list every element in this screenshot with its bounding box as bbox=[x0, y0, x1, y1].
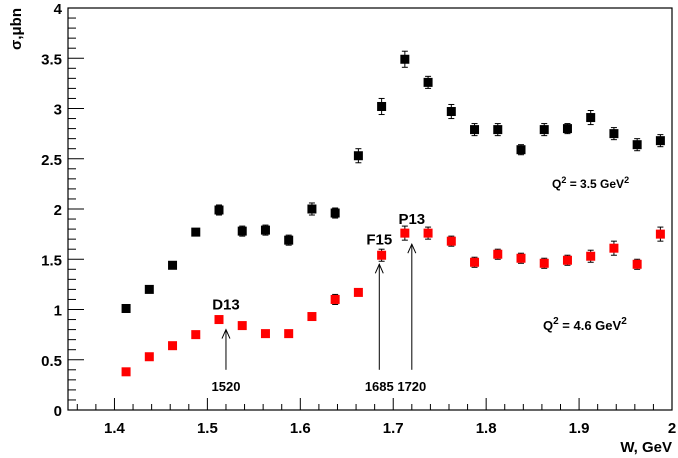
resonance-mass-label: 1685 bbox=[365, 379, 394, 394]
series-1 bbox=[121, 225, 665, 377]
y-tick-label: 1 bbox=[54, 303, 62, 320]
data-point bbox=[377, 101, 387, 111]
data-point bbox=[562, 124, 572, 134]
resonance-label: D13 bbox=[212, 297, 240, 314]
data-point bbox=[423, 228, 433, 238]
data-point bbox=[214, 205, 224, 215]
y-tick-label: 0.5 bbox=[41, 353, 62, 370]
data-point bbox=[214, 315, 224, 325]
data-point bbox=[353, 287, 363, 297]
data-point bbox=[539, 125, 549, 135]
data-point bbox=[307, 204, 317, 214]
y-tick-label: 4 bbox=[54, 1, 63, 18]
data-point bbox=[353, 151, 363, 161]
legend-black-exp: 2 bbox=[561, 175, 566, 185]
data-point bbox=[493, 125, 503, 135]
data-point bbox=[632, 140, 642, 150]
legend-label-red: Q2 = 4.6 GeV2 bbox=[543, 316, 627, 333]
x-tick-label: 1.6 bbox=[290, 420, 311, 437]
data-point bbox=[168, 341, 178, 351]
data-point bbox=[609, 243, 619, 253]
y-axis-title: σ,μbn bbox=[8, 8, 25, 50]
x-tick-label: 1.9 bbox=[569, 420, 590, 437]
data-point bbox=[377, 250, 387, 260]
data-point bbox=[237, 321, 247, 331]
data-point bbox=[400, 54, 410, 64]
arrow-head bbox=[374, 263, 384, 274]
data-point bbox=[586, 113, 596, 123]
arrow-head bbox=[221, 328, 231, 339]
legend-red-mid: = 4.6 GeV bbox=[559, 318, 622, 333]
data-point bbox=[284, 235, 294, 245]
y-tick-label: 1.5 bbox=[41, 252, 62, 269]
data-point bbox=[516, 253, 526, 263]
resonance-label: F15 bbox=[366, 231, 392, 248]
data-point bbox=[260, 225, 270, 235]
data-point bbox=[493, 249, 503, 259]
data-point bbox=[191, 330, 201, 340]
arrow-head bbox=[407, 242, 417, 254]
data-point bbox=[539, 258, 549, 268]
data-point bbox=[446, 107, 456, 117]
data-point bbox=[632, 259, 642, 269]
data-point bbox=[237, 226, 247, 236]
legend-red-unit-exp: 2 bbox=[621, 316, 627, 327]
x-tick-label: 1.5 bbox=[197, 420, 218, 437]
legend-black-unit-exp: 2 bbox=[624, 175, 629, 185]
x-tick-label: 1.4 bbox=[104, 420, 126, 437]
data-point bbox=[609, 129, 619, 139]
data-point bbox=[260, 329, 270, 339]
data-point bbox=[586, 251, 596, 261]
resonance-mass-label: 1520 bbox=[212, 379, 241, 394]
data-point bbox=[307, 312, 317, 322]
y-tick-label: 2.5 bbox=[41, 152, 62, 169]
data-point bbox=[446, 236, 456, 246]
data-point bbox=[516, 145, 526, 155]
plot-frame bbox=[67, 7, 673, 411]
x-tick-label: 2 bbox=[668, 420, 676, 437]
legend-black-base: Q bbox=[552, 177, 561, 191]
data-point bbox=[121, 303, 131, 313]
data-point bbox=[191, 227, 201, 237]
y-tick-label: 3 bbox=[54, 102, 62, 119]
data-point bbox=[562, 255, 572, 265]
plot-frame-layer bbox=[67, 7, 673, 411]
data-point bbox=[423, 77, 433, 87]
x-tick-label: 1.8 bbox=[476, 420, 497, 437]
series-layer bbox=[121, 50, 665, 377]
series-0 bbox=[121, 50, 665, 313]
y-tick-label: 2 bbox=[54, 202, 62, 219]
data-point bbox=[330, 294, 340, 304]
data-point bbox=[144, 352, 154, 362]
x-tick-label: 1.7 bbox=[383, 420, 404, 437]
data-point bbox=[168, 260, 178, 270]
y-tick-label: 3.5 bbox=[41, 51, 62, 68]
data-point bbox=[470, 125, 480, 135]
data-point bbox=[144, 284, 154, 294]
y-tick-label: 0 bbox=[54, 403, 62, 420]
legend-label-black: Q2 = 3.5 GeV2 bbox=[552, 175, 629, 191]
data-point bbox=[121, 367, 131, 377]
ticks-layer: 0 0.5 1 1.5 2 2.5 3 3.5 4 1.4 1.5 1.6 1.7 1.8 1.9 2 bbox=[41, 1, 676, 437]
data-point bbox=[330, 208, 340, 218]
legend-red-base: Q bbox=[543, 318, 553, 333]
resonance-mass-label: 1720 bbox=[397, 379, 426, 394]
data-point bbox=[284, 329, 294, 339]
annotations-layer: D13 1520 F15 1685 P13 1720 bbox=[212, 211, 427, 394]
data-point bbox=[470, 257, 480, 267]
data-point bbox=[655, 136, 665, 146]
resonance-label: P13 bbox=[398, 211, 425, 228]
legend-black-mid: = 3.5 GeV bbox=[566, 177, 624, 191]
x-axis-title: W, GeV bbox=[620, 439, 672, 456]
legend-red-exp: 2 bbox=[553, 316, 559, 327]
data-point bbox=[400, 228, 410, 238]
data-point bbox=[655, 229, 665, 239]
